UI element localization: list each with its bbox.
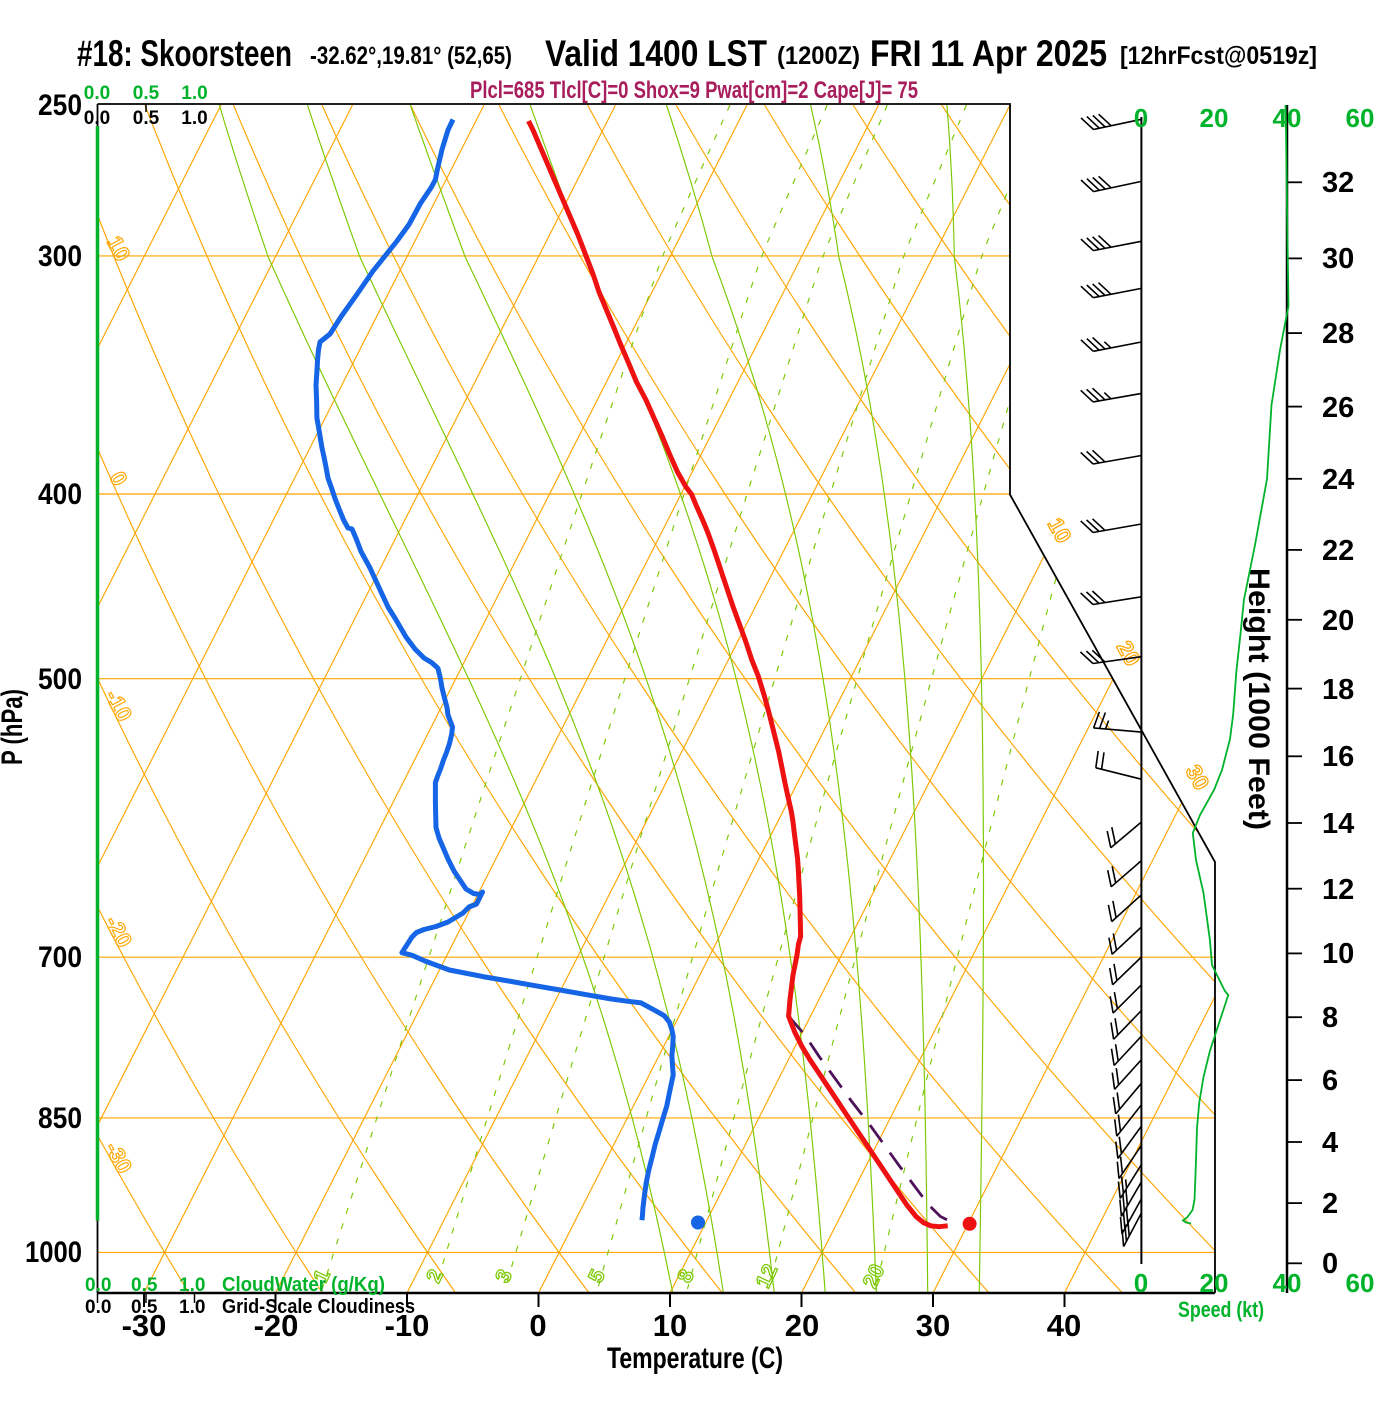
svg-text:FRI 11 Apr 2025: FRI 11 Apr 2025 — [870, 33, 1107, 74]
svg-text:500: 500 — [38, 663, 82, 696]
svg-text:10: 10 — [1322, 938, 1354, 970]
svg-text:700: 700 — [38, 941, 82, 974]
svg-text:60: 60 — [1346, 103, 1375, 133]
svg-text:6: 6 — [1322, 1065, 1338, 1097]
svg-text:Valid 1400 LST: Valid 1400 LST — [545, 33, 767, 74]
svg-text:0.5: 0.5 — [133, 83, 160, 104]
svg-text:0.0: 0.0 — [85, 1297, 111, 1318]
svg-text:0.0: 0.0 — [84, 83, 110, 104]
svg-text:2: 2 — [1322, 1188, 1338, 1220]
svg-text:0: 0 — [1134, 1268, 1148, 1298]
svg-text:Height (1000 Feet): Height (1000 Feet) — [1242, 568, 1275, 830]
svg-text:40: 40 — [1273, 1268, 1302, 1298]
svg-text:32: 32 — [1322, 167, 1354, 199]
svg-text:18: 18 — [1322, 674, 1354, 706]
svg-text:0: 0 — [1322, 1248, 1338, 1280]
svg-text:40: 40 — [1047, 1308, 1081, 1343]
svg-text:850: 850 — [38, 1102, 82, 1135]
svg-text:400: 400 — [38, 478, 82, 511]
svg-text:1.0: 1.0 — [181, 83, 207, 104]
svg-text:Plcl=685 Tlcl[C]=0 Shox=9 Pwat: Plcl=685 Tlcl[C]=0 Shox=9 Pwat[cm]=2 Cap… — [470, 77, 918, 104]
svg-text:10: 10 — [653, 1308, 687, 1343]
svg-text:0.0: 0.0 — [84, 108, 110, 129]
svg-text:#18: Skoorsteen: #18: Skoorsteen — [77, 33, 292, 74]
svg-text:30: 30 — [916, 1308, 950, 1343]
svg-text:Speed (kt): Speed (kt) — [1178, 1297, 1264, 1322]
svg-text:8: 8 — [1322, 1002, 1338, 1034]
svg-text:16: 16 — [1322, 741, 1354, 773]
svg-text:20: 20 — [785, 1308, 819, 1343]
svg-text:4: 4 — [1322, 1127, 1338, 1159]
svg-text:0.5: 0.5 — [131, 1297, 158, 1318]
svg-text:26: 26 — [1322, 392, 1354, 424]
svg-text:-32.62°,19.81° (52,65): -32.62°,19.81° (52,65) — [310, 42, 512, 70]
svg-text:22: 22 — [1322, 535, 1354, 567]
svg-text:[12hrFcst@0519z]: [12hrFcst@0519z] — [1120, 42, 1317, 70]
svg-text:20: 20 — [1322, 605, 1354, 637]
svg-text:28: 28 — [1322, 318, 1354, 350]
svg-text:250: 250 — [38, 89, 82, 122]
svg-text:Temperature (C): Temperature (C) — [607, 1342, 783, 1375]
svg-text:20: 20 — [1200, 1268, 1229, 1298]
svg-text:14: 14 — [1322, 808, 1354, 840]
svg-text:30: 30 — [1322, 243, 1354, 275]
svg-text:40: 40 — [1273, 103, 1302, 133]
svg-text:24: 24 — [1322, 464, 1354, 496]
svg-text:20: 20 — [1200, 103, 1229, 133]
svg-text:CloudWater (g/Kg): CloudWater (g/Kg) — [222, 1274, 385, 1296]
svg-text:1.0: 1.0 — [179, 1275, 205, 1296]
svg-text:P (hPa): P (hPa) — [0, 689, 29, 765]
svg-text:300: 300 — [38, 240, 82, 273]
svg-text:0.0: 0.0 — [85, 1275, 111, 1296]
svg-text:60: 60 — [1346, 1268, 1375, 1298]
svg-text:(1200Z): (1200Z) — [777, 42, 860, 70]
svg-text:12: 12 — [1322, 874, 1354, 906]
svg-text:Grid-Scale Cloudiness: Grid-Scale Cloudiness — [222, 1296, 415, 1318]
svg-text:1.0: 1.0 — [181, 108, 207, 129]
svg-text:0.5: 0.5 — [131, 1275, 158, 1296]
svg-text:0: 0 — [529, 1308, 546, 1343]
svg-text:1.0: 1.0 — [179, 1297, 205, 1318]
svg-text:0: 0 — [1134, 103, 1148, 133]
svg-text:1000: 1000 — [25, 1236, 82, 1269]
